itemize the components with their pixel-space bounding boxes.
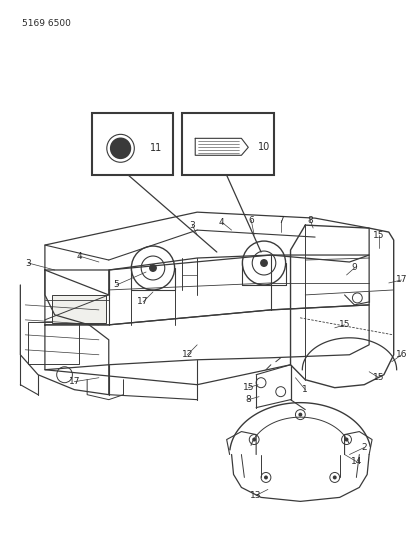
Text: 13: 13 [251,491,262,500]
Text: 2: 2 [361,443,367,452]
Circle shape [333,475,337,480]
Text: 7: 7 [278,216,284,224]
Circle shape [264,475,268,480]
Text: 17: 17 [396,276,407,285]
Circle shape [298,413,302,417]
Bar [52,295,106,323]
Text: 15: 15 [373,231,385,239]
Text: 3: 3 [25,259,31,268]
Text: 8: 8 [245,395,251,404]
Text: 11: 11 [150,143,162,154]
Text: 12: 12 [182,350,193,359]
Text: 1: 1 [302,385,308,394]
Text: 10: 10 [258,142,271,152]
Circle shape [260,259,268,267]
Text: 17: 17 [69,377,80,386]
Text: 5: 5 [114,280,120,289]
Circle shape [149,264,157,272]
Text: 3: 3 [189,221,195,230]
Text: 5169 6500: 5169 6500 [22,19,71,28]
Text: 14: 14 [350,457,362,466]
Text: 15: 15 [242,383,254,392]
Text: 15: 15 [339,320,350,329]
Bar [92,114,173,175]
Text: 4: 4 [76,252,82,261]
Text: 15: 15 [373,373,385,382]
Text: 6: 6 [248,216,254,224]
Circle shape [345,438,348,441]
Text: 9: 9 [352,263,357,272]
Bar [182,114,274,175]
Circle shape [111,139,131,158]
Bar [28,322,79,364]
Text: 4: 4 [219,217,224,227]
Text: 16: 16 [396,350,407,359]
Text: 17: 17 [137,297,149,306]
Circle shape [252,438,256,441]
Text: 8: 8 [307,216,313,224]
